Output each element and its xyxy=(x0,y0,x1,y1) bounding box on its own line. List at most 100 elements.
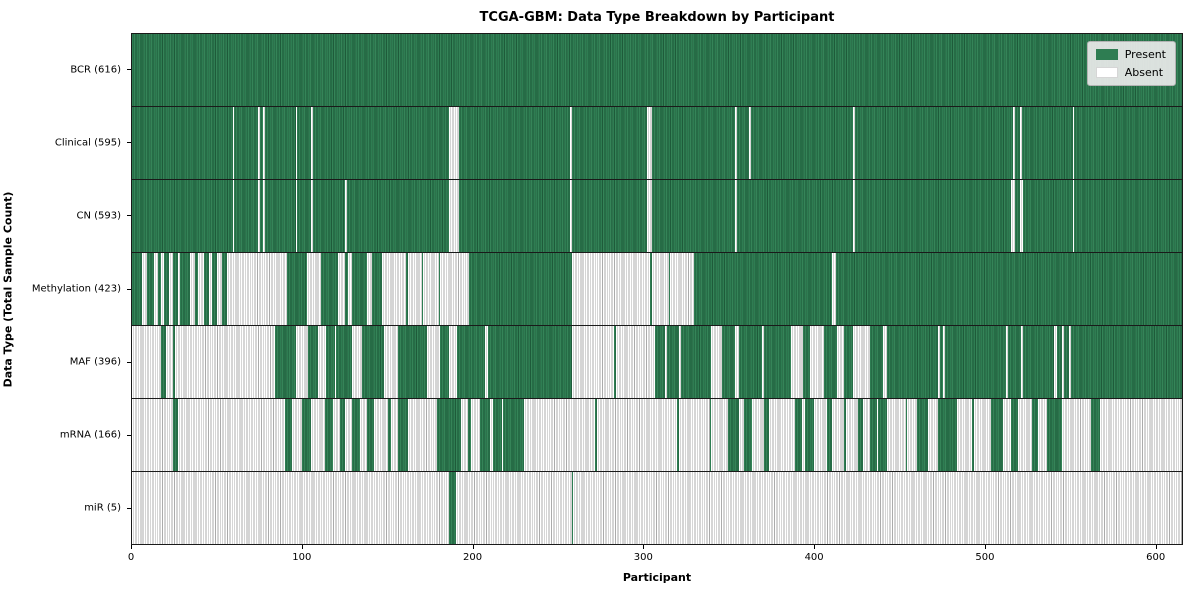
present-run xyxy=(743,399,753,471)
present-run xyxy=(1070,326,1182,398)
absent-run xyxy=(1072,180,1075,252)
present-run xyxy=(372,253,383,325)
present-run xyxy=(869,399,877,471)
absent-run xyxy=(845,399,858,471)
absent-run xyxy=(523,399,596,471)
present-run xyxy=(212,253,218,325)
absent-run xyxy=(360,399,368,471)
present-run xyxy=(794,399,802,471)
present-run xyxy=(132,253,143,325)
present-run xyxy=(854,180,1012,252)
absent-run xyxy=(310,399,325,471)
absent-run xyxy=(382,253,407,325)
x-tick-mark xyxy=(814,545,816,549)
present-run xyxy=(336,326,352,398)
present-run xyxy=(1014,180,1020,252)
y-tick-mark xyxy=(127,288,131,290)
absent-run xyxy=(852,326,870,398)
present-run xyxy=(721,326,736,398)
y-tick-label-CN: CN (593) xyxy=(76,210,121,222)
absent-run xyxy=(263,107,265,179)
absent-run xyxy=(390,399,398,471)
absent-run xyxy=(373,399,388,471)
present-run xyxy=(878,399,887,471)
present-run xyxy=(503,399,524,471)
heatmap-rows xyxy=(132,34,1182,544)
present-run xyxy=(449,472,456,544)
present-run xyxy=(1057,326,1063,398)
present-run xyxy=(571,472,574,544)
present-run xyxy=(264,107,296,179)
present-run xyxy=(179,253,190,325)
absent-run xyxy=(711,399,729,471)
present-run xyxy=(1074,107,1182,179)
y-tick-mark xyxy=(127,507,131,509)
present-run xyxy=(275,326,296,398)
y-tick-label-miR: miR (5) xyxy=(84,502,121,514)
y-tick-label-mRNA: mRNA (166) xyxy=(59,429,121,441)
present-run xyxy=(854,107,1014,179)
present-run xyxy=(132,180,233,252)
present-run xyxy=(835,253,1182,325)
present-swatch-icon xyxy=(1095,49,1118,60)
absent-run xyxy=(166,326,173,398)
y-tick-label-MAF: MAF (396) xyxy=(69,356,121,368)
absent-run xyxy=(813,399,828,471)
absent-run xyxy=(1006,326,1008,398)
absent-run xyxy=(1072,107,1075,179)
present-run xyxy=(971,399,974,471)
present-run xyxy=(222,253,228,325)
absent-swatch-icon xyxy=(1095,67,1118,78)
absent-run xyxy=(573,472,1182,544)
present-run xyxy=(905,399,908,471)
present-run xyxy=(651,107,736,179)
absent-run xyxy=(571,326,615,398)
absent-run xyxy=(1053,326,1058,398)
y-tick-mark xyxy=(127,215,131,217)
absent-run xyxy=(769,399,795,471)
present-run xyxy=(132,107,233,179)
absent-run xyxy=(408,399,437,471)
absent-run xyxy=(678,326,681,398)
present-run xyxy=(694,253,833,325)
present-run xyxy=(324,399,334,471)
absent-run xyxy=(232,107,235,179)
present-run xyxy=(667,326,679,398)
absent-run xyxy=(449,107,460,179)
absent-run xyxy=(310,180,313,252)
present-run xyxy=(1023,326,1054,398)
y-tick-mark xyxy=(127,142,131,144)
present-run xyxy=(805,399,814,471)
legend-item-absent: Absent xyxy=(1095,66,1166,79)
absent-run xyxy=(570,107,572,179)
absent-run xyxy=(1019,180,1024,252)
absent-run xyxy=(973,399,991,471)
absent-run xyxy=(852,107,855,179)
legend-item-present: Present xyxy=(1095,48,1166,61)
present-run xyxy=(339,399,345,471)
present-run xyxy=(571,180,647,252)
absent-run xyxy=(258,180,260,252)
present-run xyxy=(869,326,884,398)
present-run xyxy=(1021,107,1073,179)
absent-run xyxy=(665,326,668,398)
present-run xyxy=(764,399,770,471)
absent-run xyxy=(384,326,398,398)
absent-run xyxy=(762,326,765,398)
heatmap-plot-area: Present Absent xyxy=(131,33,1183,545)
present-run xyxy=(459,180,570,252)
present-run xyxy=(651,180,736,252)
absent-run xyxy=(1038,399,1047,471)
present-run xyxy=(387,399,391,471)
absent-run xyxy=(295,107,298,179)
present-run xyxy=(738,326,763,398)
present-run xyxy=(844,399,846,471)
absent-run xyxy=(423,253,439,325)
present-run xyxy=(1023,180,1073,252)
present-run xyxy=(1007,326,1022,398)
heatmap-row-mRNA xyxy=(132,399,1182,472)
present-run xyxy=(737,180,853,252)
absent-run xyxy=(571,253,650,325)
heatmap-row-miR xyxy=(132,472,1182,544)
